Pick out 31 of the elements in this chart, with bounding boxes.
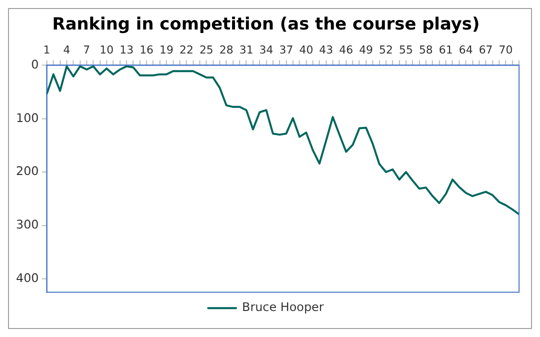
x-tick-label: 1	[43, 44, 50, 57]
y-tick-label: 200	[16, 164, 39, 178]
x-tick-label: 22	[179, 44, 194, 57]
x-tick-label: 16	[140, 44, 154, 57]
x-tick-label: 61	[438, 44, 453, 57]
y-tick-label: 300	[16, 218, 39, 232]
x-tick-label: 37	[279, 44, 294, 57]
x-tick-label: 55	[398, 44, 413, 57]
x-tick-label: 31	[239, 44, 254, 57]
x-tick-label: 4	[63, 44, 70, 57]
y-tick-label: 100	[16, 110, 39, 125]
x-tick-label: 46	[339, 44, 354, 57]
x-tick-label: 25	[199, 44, 214, 57]
x-tick-label: 52	[379, 44, 393, 57]
x-tick-label: 40	[299, 44, 314, 57]
x-tick-label: 70	[498, 44, 513, 57]
y-tick-label: 400	[16, 270, 39, 285]
x-tick-label: 10	[100, 44, 114, 57]
x-tick-label: 13	[120, 44, 134, 57]
x-tick-label: 43	[319, 44, 334, 57]
x-tick-label: 19	[160, 44, 174, 57]
x-tick-label: 67	[478, 44, 493, 57]
x-tick-label: 49	[359, 44, 374, 57]
x-tick-label: 34	[259, 44, 274, 57]
x-tick-label: 58	[418, 44, 433, 57]
legend-label: Bruce Hooper	[242, 300, 324, 314]
x-tick-label: 7	[83, 44, 90, 57]
y-tick-label: 0	[31, 57, 39, 72]
x-tick-label: 64	[458, 44, 473, 57]
chart-title: Ranking in competition (as the course plays)	[52, 14, 480, 34]
x-tick-label: 28	[219, 44, 234, 57]
